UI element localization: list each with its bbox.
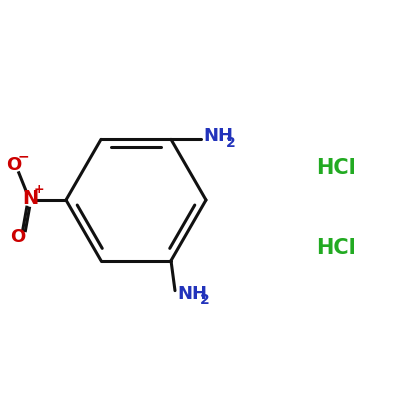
- Text: O: O: [6, 156, 22, 174]
- Text: NH: NH: [177, 285, 207, 303]
- Text: 2: 2: [226, 136, 236, 150]
- Text: O: O: [10, 228, 26, 246]
- Text: HCl: HCl: [316, 158, 356, 178]
- Text: −: −: [18, 150, 30, 164]
- Text: +: +: [34, 183, 44, 196]
- Text: 2: 2: [200, 293, 210, 307]
- Text: HCl: HCl: [316, 238, 356, 258]
- Text: NH: NH: [203, 127, 233, 145]
- Text: N: N: [22, 188, 38, 208]
